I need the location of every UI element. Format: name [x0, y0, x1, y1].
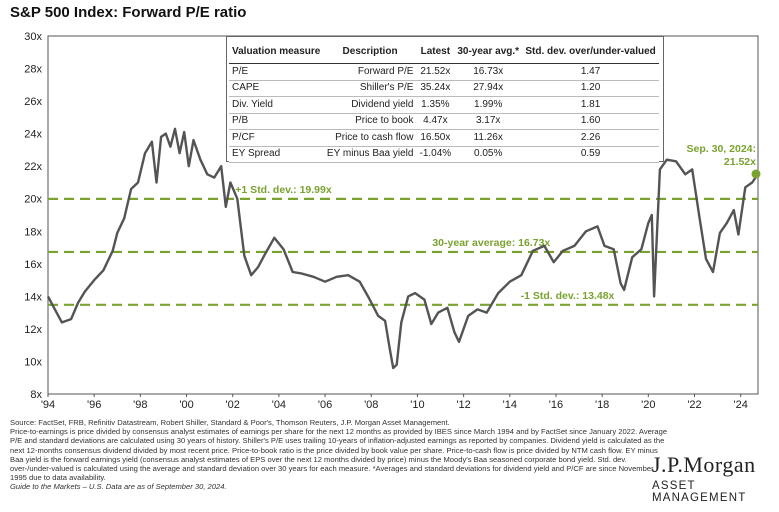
callout-date-label: Sep. 30, 2024: [687, 143, 756, 155]
table-cell: Price to book [323, 113, 417, 130]
table-cell: 16.73x [454, 63, 523, 81]
header-description: Description [323, 39, 417, 64]
table-cell: EY minus Baa yield [323, 146, 417, 163]
x-tick-label: '14 [503, 399, 517, 411]
header-latest: Latest [416, 39, 455, 64]
header-std-dev: Std. dev. over/under-valued [522, 39, 659, 64]
table-cell: P/B [229, 113, 324, 130]
y-tick-label: 8x [30, 389, 42, 401]
table-cell: -1.04% [416, 146, 455, 163]
chart-title: S&P 500 Index: Forward P/E ratio [10, 4, 247, 21]
table-cell: 1.35% [416, 96, 455, 114]
table-cell: 11.26x [454, 129, 523, 147]
header-valuation-measure: Valuation measure [229, 39, 324, 64]
table-row: P/E Forward P/E 21.52x 16.73x 1.47 [229, 63, 659, 81]
table-cell: EY Spread [229, 146, 324, 163]
table-header-row: Valuation measure Description Latest 30-… [229, 39, 659, 64]
table-cell: Forward P/E [323, 63, 417, 81]
table-cell: Shiller's P/E [323, 80, 417, 97]
x-tick-label: '20 [641, 399, 655, 411]
latest-point-marker [751, 169, 761, 179]
pe-ratio-chart: 8x 10x 12x 14x 16x 18x 20x 22x 24x 26x 28x 30x '94 '9… [24, 31, 761, 411]
x-tick-label: '96 [87, 399, 101, 411]
table-cell: Dividend yield [323, 96, 417, 114]
table-cell: 1.47 [522, 63, 659, 81]
x-tick-label: '02 [226, 399, 240, 411]
x-tick-label: '12 [456, 399, 470, 411]
x-tick-label: '18 [595, 399, 609, 411]
x-tick-label: '98 [133, 399, 147, 411]
table-cell: 0.05% [454, 146, 523, 163]
table-row: P/B Price to book 4.47x 3.17x 1.60 [229, 113, 659, 130]
reference-line-label: +1 Std. dev.: 19.99x [235, 184, 332, 196]
logo-wordmark: J.P.Morgan [652, 452, 756, 477]
callout-value-label: 21.52x [724, 156, 756, 168]
x-tick-label: '00 [179, 399, 193, 411]
y-tick-label: 26x [24, 96, 42, 108]
x-tick-label: '04 [272, 399, 286, 411]
x-tick-label: '24 [734, 399, 748, 411]
x-tick-label: '06 [318, 399, 332, 411]
axis-layer: 8x 10x 12x 14x 16x 18x 20x 22x 24x 26x 28x 30x '94 '9… [24, 31, 759, 411]
jpmorgan-logo: J.P.Morgan ASSET MANAGEMENT [652, 452, 772, 504]
table-cell: 1.20 [522, 80, 659, 97]
table-cell: 4.47x [416, 113, 455, 130]
table-cell: 1.81 [522, 96, 659, 114]
series-layer [46, 127, 759, 370]
x-tick-label: '10 [410, 399, 424, 411]
x-tick-label: '08 [364, 399, 378, 411]
y-tick-label: 24x [24, 129, 42, 141]
table-row: CAPE Shiller's P/E 35.24x 27.94x 1.20 [229, 80, 659, 97]
table-cell: 16.50x [416, 129, 455, 147]
y-tick-label: 30x [24, 31, 42, 43]
x-tick-label: '94 [41, 399, 55, 411]
table-body: P/E Forward P/E 21.52x 16.73x 1.47 CAPE Shille… [229, 63, 659, 163]
valuation-table: Valuation measure Description Latest 30-… [229, 39, 659, 163]
pe-series-line [46, 127, 759, 370]
table-row: EY Spread EY minus Baa yield -1.04% 0.05% 0.… [229, 146, 659, 163]
reference-line-label: 30-year average: 16.73x [432, 237, 550, 249]
y-tick-label: 28x [24, 64, 42, 76]
source-line: Source: FactSet, FRB, Refinitiv Datastre… [10, 418, 450, 427]
table-cell: 21.52x [416, 63, 455, 81]
y-tick-label: 22x [24, 161, 42, 173]
source-notes: Source: FactSet, FRB, Refinitiv Datastre… [10, 418, 670, 492]
table-cell: 1.60 [522, 113, 659, 130]
table-cell: 27.94x [454, 80, 523, 97]
logo-subtitle: ASSET MANAGEMENT [652, 480, 747, 504]
y-tick-label: 10x [24, 356, 42, 368]
y-tick-label: 18x [24, 226, 42, 238]
x-tick-label: '22 [687, 399, 701, 411]
table-cell: Price to cash flow [323, 129, 417, 147]
table-row: P/CF Price to cash flow 16.50x 11.26x 2.26 [229, 129, 659, 147]
y-tick-label: 20x [24, 194, 42, 206]
y-tick-label: 14x [24, 291, 42, 303]
header-30yr-avg: 30-year avg.* [454, 39, 523, 64]
table-cell: P/CF [229, 129, 324, 147]
table-cell: CAPE [229, 80, 324, 97]
guide-line: Guide to the Markets – U.S. Data are as … [10, 482, 227, 492]
footnote-text: Price-to-earnings is price divided by co… [10, 427, 668, 483]
reference-lines: +1 Std. dev.: 19.99x 30-year average: 16.… [48, 184, 758, 306]
table-cell: 2.26 [522, 129, 659, 147]
table-cell: Div. Yield [229, 96, 324, 114]
table-cell: P/E [229, 63, 324, 81]
reference-line-label: -1 Std. dev.: 13.48x [521, 290, 615, 302]
table-cell: 1.99% [454, 96, 523, 114]
table-cell: 3.17x [454, 113, 523, 130]
y-tick-label: 12x [24, 324, 42, 336]
table-cell: 0.59 [522, 146, 659, 163]
x-tick-label: '16 [549, 399, 563, 411]
annotation-layer: Sep. 30, 2024:21.52x [687, 143, 761, 179]
table-cell: 35.24x [416, 80, 455, 97]
y-tick-label: 16x [24, 259, 42, 271]
table-row: Div. Yield Dividend yield 1.35% 1.99% 1.81 [229, 96, 659, 114]
